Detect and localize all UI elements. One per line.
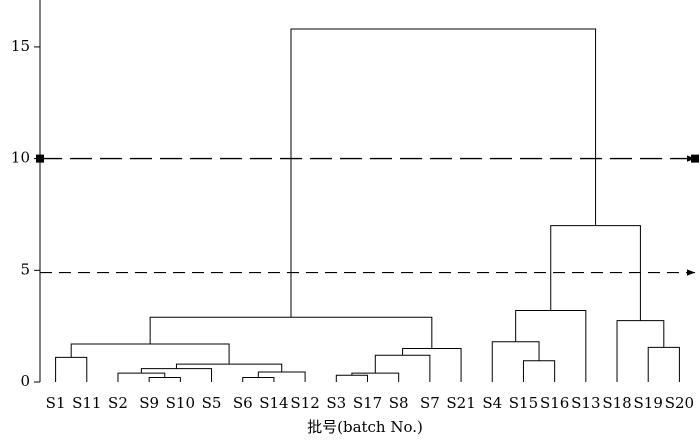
dendrogram-link [647, 346, 680, 382]
dendrogram-link [55, 356, 88, 382]
x-tick-label: S17 [353, 394, 382, 412]
y-tick-label: 0 [20, 372, 30, 390]
x-tick-label: S2 [108, 394, 128, 412]
y-tick-label: 10 [11, 149, 30, 167]
x-tick-label: S19 [634, 394, 663, 412]
dendrogram-link [515, 310, 587, 382]
dendrogram-link [402, 347, 462, 382]
dendrogram-link [491, 341, 540, 382]
x-tick-label: S14 [259, 394, 288, 412]
x-tick-label: S16 [540, 394, 569, 412]
x-tick-label: S10 [166, 394, 195, 412]
x-tick-label: S8 [389, 394, 409, 412]
dendrogram-link [257, 371, 306, 382]
y-tick-label: 15 [11, 37, 30, 55]
x-tick-label: S6 [233, 394, 253, 412]
x-tick-label: S1 [46, 394, 66, 412]
threshold-marker [36, 154, 44, 163]
y-tick-label: 5 [20, 260, 30, 278]
dendrogram-link [290, 28, 597, 318]
dendrogram-link [175, 363, 283, 372]
x-tick-label: S12 [290, 394, 319, 412]
x-tick-label: S21 [446, 394, 475, 412]
x-tick-label: S13 [571, 394, 600, 412]
dendrogram-link [522, 360, 556, 382]
dendrogram-link [242, 377, 275, 382]
x-tick-label: S3 [326, 394, 346, 412]
x-tick-label: S15 [509, 394, 538, 412]
dendrogram-link [140, 368, 213, 382]
x-tick-label: S5 [202, 394, 222, 412]
x-tick-label: S20 [665, 394, 694, 412]
dendrogram-link [550, 225, 641, 321]
x-tick-label: S7 [420, 394, 440, 412]
x-tick-label: S18 [602, 394, 631, 412]
x-axis-label: 批号(batch No.) [307, 418, 423, 436]
dendrogram-link [148, 377, 181, 382]
dendrogram-link [374, 354, 431, 382]
threshold-marker [691, 154, 699, 163]
x-tick-label: S11 [72, 394, 101, 412]
x-tick-label: S4 [482, 394, 502, 412]
dendrogram-link [616, 320, 665, 382]
dendrogram-link [70, 343, 230, 365]
dendrogram-link [335, 374, 368, 382]
dendrogram-link [351, 372, 400, 382]
x-tick-label: S9 [139, 394, 159, 412]
